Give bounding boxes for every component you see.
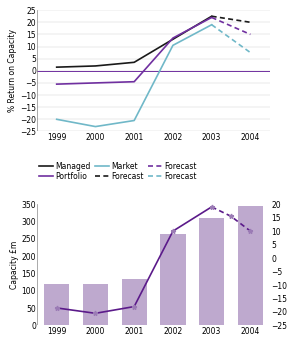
Y-axis label: % Return on Capacity: % Return on Capacity bbox=[8, 29, 17, 112]
Bar bbox=[44, 284, 69, 325]
Bar bbox=[238, 206, 263, 325]
Bar bbox=[122, 279, 147, 325]
Legend: Managed, Portfolio, Market, Forecast, Forecast, Forecast: Managed, Portfolio, Market, Forecast, Fo… bbox=[39, 162, 197, 181]
Y-axis label: Capacity £m: Capacity £m bbox=[9, 241, 19, 289]
Bar bbox=[83, 284, 108, 325]
Bar bbox=[160, 234, 185, 325]
Bar bbox=[199, 218, 224, 325]
